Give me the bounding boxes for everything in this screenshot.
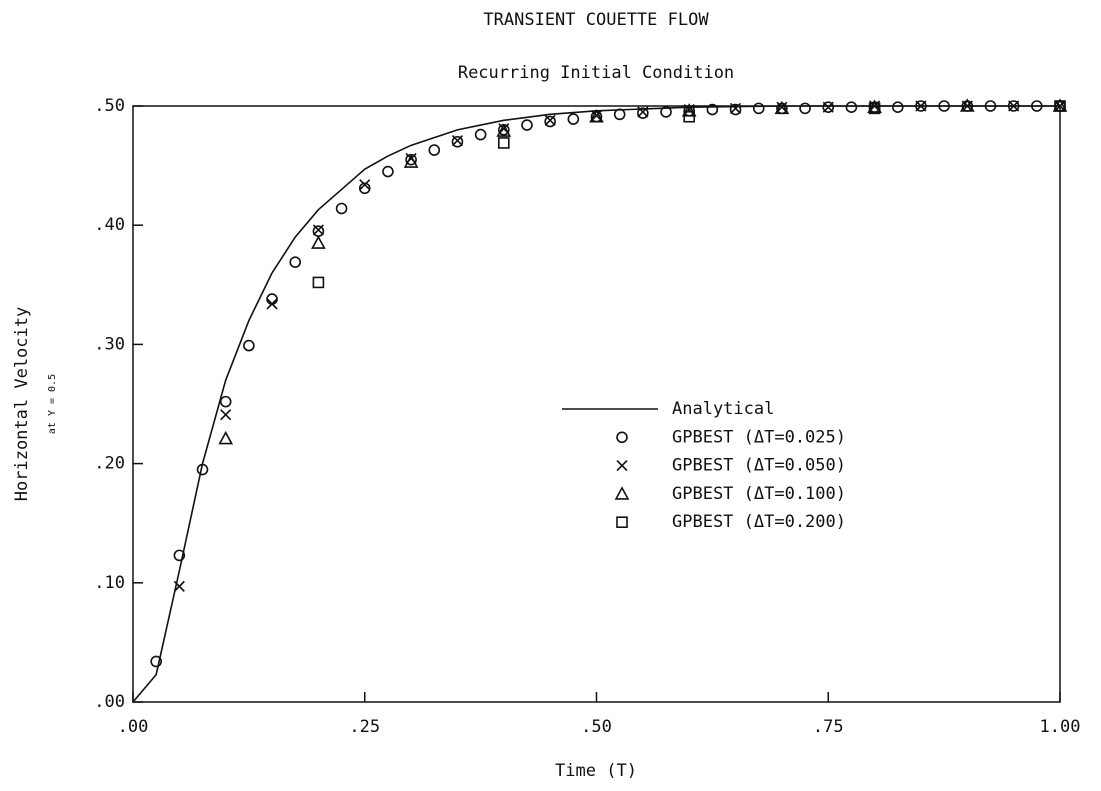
y-tick-label: .50 (94, 96, 125, 116)
marker-circle (845, 101, 858, 113)
marker-triangle (614, 486, 630, 500)
y-tick-label: .40 (94, 215, 125, 235)
marker-x (1054, 100, 1066, 112)
marker-circle (358, 182, 371, 195)
marker-x (359, 179, 371, 191)
marker-circle (382, 165, 394, 178)
marker-circle (451, 135, 464, 148)
x-axis-label: Time (T) (555, 761, 637, 781)
marker-triangle (496, 123, 512, 137)
marker-square (497, 137, 510, 149)
plot-frame (132, 105, 1061, 703)
marker-triangle (589, 109, 604, 123)
marker-circle (984, 100, 997, 112)
marker-x (637, 106, 649, 118)
marker-triangle (218, 430, 234, 445)
marker-x (312, 224, 324, 236)
marker-circle (729, 103, 742, 116)
y-tick-label: .10 (94, 573, 125, 593)
marker-circle (474, 128, 487, 141)
legend-label: GPBEST (ΔT=0.025) (672, 427, 846, 447)
marker-x (220, 409, 232, 421)
y-axis-label: Horizontal Velocity (12, 307, 32, 501)
marker-triangle (867, 99, 882, 113)
analytical-line (132, 105, 1060, 703)
marker-circle (637, 107, 649, 119)
marker-circle (938, 100, 950, 112)
marker-circle (544, 115, 556, 128)
y-axis-sublabel: at Y = 0.5 (47, 374, 58, 434)
marker-square (1054, 100, 1066, 112)
marker-circle (1031, 100, 1043, 112)
marker-x (451, 135, 464, 147)
legend-label: GPBEST (ΔT=0.100) (672, 484, 846, 504)
marker-circle (567, 113, 580, 125)
y-tick-label: .20 (94, 454, 125, 474)
marker-circle (335, 202, 348, 215)
marker-triangle (681, 103, 697, 117)
marker-circle (289, 256, 302, 268)
marker-x (173, 580, 185, 592)
marker-triangle (403, 154, 419, 168)
chart-title: TRANSIENT COUETTE FLOW (483, 10, 709, 30)
marker-circle (243, 339, 255, 352)
marker-x (1008, 100, 1020, 112)
marker-circle (1007, 100, 1020, 112)
marker-circle (196, 463, 209, 476)
x-tick-label: .75 (813, 717, 844, 737)
x-tick-label: .50 (581, 717, 612, 737)
marker-circle (613, 108, 626, 121)
marker-circle (312, 225, 325, 237)
x-tick-label: 1.00 (1040, 717, 1081, 737)
marker-circle (822, 101, 835, 113)
marker-x (590, 109, 603, 122)
marker-x (616, 460, 628, 472)
marker-x (776, 101, 788, 113)
marker-square (868, 102, 881, 115)
marker-x (729, 102, 742, 114)
marker-circle (219, 395, 232, 408)
marker-circle (616, 431, 628, 444)
marker-circle (752, 102, 765, 115)
legend-label: GPBEST (ΔT=0.200) (672, 512, 846, 532)
marker-square (312, 276, 325, 289)
marker-x (961, 100, 973, 112)
legend-label: GPBEST (ΔT=0.050) (672, 456, 846, 476)
marker-triangle (959, 98, 975, 112)
x-tick-label: .25 (349, 717, 380, 737)
marker-circle (660, 106, 672, 118)
marker-triangle (774, 100, 790, 115)
marker-x (266, 298, 278, 310)
marker-square (683, 110, 696, 123)
marker-triangle (311, 235, 326, 249)
x-tick-label: .00 (118, 717, 149, 737)
marker-x (683, 104, 695, 116)
marker-circle (150, 655, 162, 668)
y-tick-label: .30 (94, 334, 125, 354)
marker-circle (891, 101, 904, 113)
marker-circle (706, 103, 719, 116)
chart-subtitle: Recurring Initial Condition (458, 63, 734, 83)
marker-x (544, 114, 556, 126)
y-tick-label: .00 (94, 692, 125, 712)
marker-x (822, 101, 834, 113)
marker-square (616, 516, 628, 529)
marker-x (915, 100, 927, 112)
marker-circle (799, 102, 811, 115)
marker-circle (428, 144, 441, 156)
marker-circle (266, 293, 278, 305)
marker-circle (521, 119, 533, 131)
legend-label: Analytical (672, 399, 774, 419)
marker-circle (915, 100, 927, 112)
marker-circle (173, 549, 186, 562)
